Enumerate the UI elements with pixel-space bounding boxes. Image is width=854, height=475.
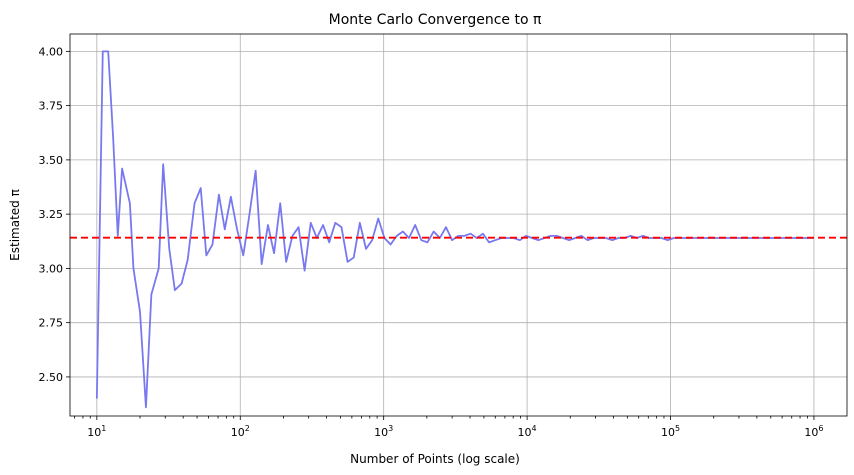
tick-layer: 101 102 103 104 105 106 2.50 2.75 3.00 3.25 3.50 3.… [39, 45, 824, 439]
y-tick-label-0: 2.50 [39, 371, 64, 384]
y-tick-label-4: 3.50 [39, 154, 64, 167]
x-tick-label-5: 106 [804, 424, 823, 439]
series-line-0 [95, 50, 814, 409]
y-tick-label-3: 3.25 [39, 208, 64, 221]
y-tick-label-6: 4.00 [39, 45, 64, 58]
y-tick-label-1: 2.75 [39, 317, 64, 330]
plot-frame [69, 33, 848, 417]
x-axis-label: Number of Points (log scale) [350, 452, 520, 466]
x-tick-label-3: 104 [518, 424, 537, 439]
x-tick-label-4: 105 [661, 424, 680, 439]
chart-title: Monte Carlo Convergence to π [329, 12, 542, 28]
y-axis-label: Estimated π [8, 189, 22, 261]
series-layer [95, 50, 814, 409]
x-tick-label-1: 102 [231, 424, 250, 439]
y-tick-label-2: 3.00 [39, 262, 64, 275]
grid-layer [70, 34, 847, 416]
x-tick-label-2: 103 [374, 424, 393, 439]
axis-layer [69, 33, 848, 417]
x-tick-label-0: 101 [87, 424, 106, 439]
y-tick-label-5: 3.75 [39, 100, 64, 113]
